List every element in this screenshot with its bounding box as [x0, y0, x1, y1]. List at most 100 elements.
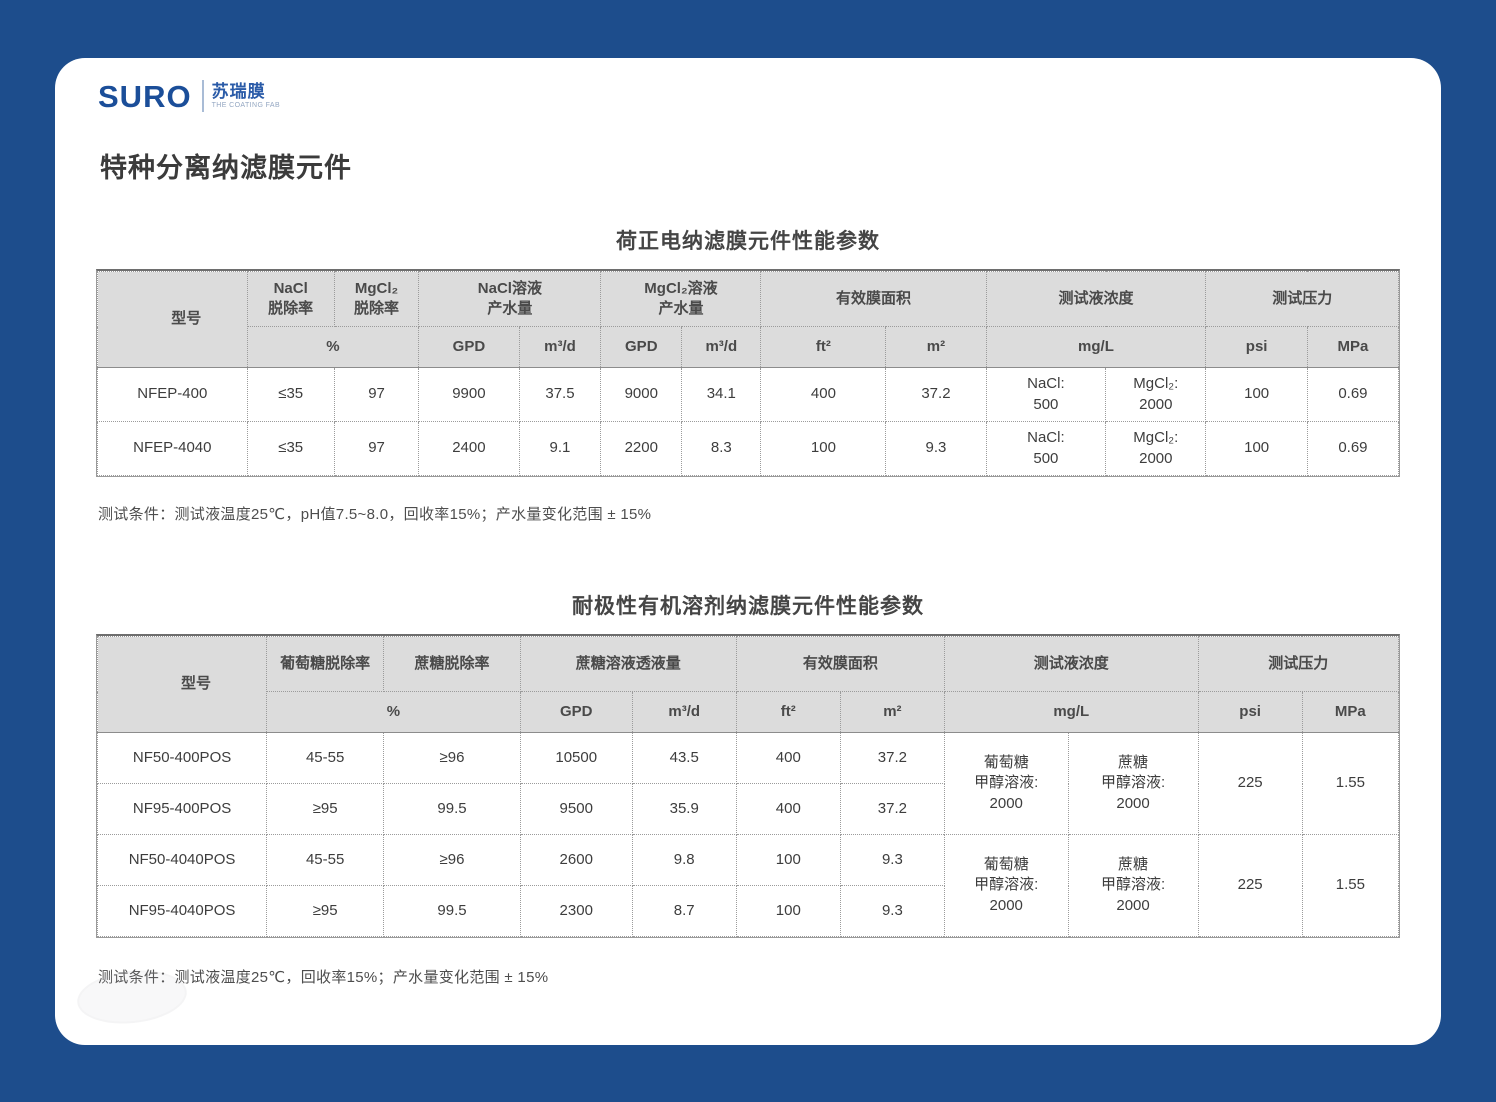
- t2-merged-sucrose-solution: 蔗糖 甲醇溶液: 2000: [1067, 834, 1199, 937]
- t2-cell: 2600: [519, 834, 633, 886]
- t2-header-sucrose-flow: 蔗糖溶液透液量: [519, 636, 737, 692]
- t2-cell: 2300: [519, 885, 633, 937]
- t1-header-test-pressure: 测试压力: [1205, 271, 1399, 327]
- t1-cell: MgCl₂: 2000: [1105, 367, 1207, 422]
- t2-header-test-pressure: 测试压力: [1197, 636, 1400, 692]
- t1-unit-psi: psi: [1205, 326, 1308, 368]
- t2-unit-psi: psi: [1197, 691, 1303, 733]
- t2-cell: 400: [735, 783, 841, 835]
- t1-header-test-concentration: 测试液浓度: [985, 271, 1207, 327]
- logo-divider: [201, 80, 204, 112]
- t1-cell: 9900: [418, 367, 520, 422]
- t1-header-mgcl2-rejection: MgCl₂ 脱除率: [333, 271, 420, 327]
- t1-cell: 97: [333, 367, 420, 422]
- table2-wrapper: 型号 葡萄糖脱除率 蔗糖脱除率 蔗糖溶液透液量 有效膜面积 测试液浓度 测试压力…: [96, 634, 1400, 938]
- t2-cell: ≥96: [383, 834, 521, 886]
- t2-merged-mpa: 1.55: [1301, 834, 1400, 937]
- t1-cell: 0.69: [1306, 421, 1400, 476]
- t2-row-nf95-4040pos: NF95-4040POS ≥95 99.5 2300 8.7 100 9.3: [96, 885, 1399, 937]
- t1-row-nfep-400: NFEP-400 ≤35 97 9900 37.5 9000 34.1 400 …: [97, 367, 1400, 422]
- t1-model-name: NFEP-4040: [97, 421, 248, 476]
- logo-tagline: THE COATING FAB: [211, 102, 281, 110]
- t2-header-sucrose-rejection: 蔗糖脱除率: [383, 636, 521, 692]
- t2-cell: 9500: [519, 783, 633, 835]
- t1-cell: 100: [1205, 421, 1308, 476]
- t2-cell: 43.5: [631, 732, 737, 784]
- t2-cell: 45-55: [266, 732, 385, 784]
- t1-unit-gpd-mgcl2: GPD: [600, 326, 683, 368]
- t1-unit-m3d-mgcl2: m³/d: [681, 326, 762, 368]
- t1-header-membrane-area: 有效膜面积: [760, 271, 987, 327]
- t1-header-nacl-flow: NaCl溶液 产水量: [418, 271, 602, 327]
- t1-cell: MgCl₂: 2000: [1105, 421, 1207, 476]
- t1-cell: 8.3: [681, 421, 762, 476]
- t2-model-name: NF95-400POS: [96, 783, 268, 835]
- t2-cell: 45-55: [266, 834, 385, 886]
- t1-cell: 9.1: [518, 421, 602, 476]
- t1-unit-mgl: mg/L: [985, 326, 1207, 368]
- t2-cell: 99.5: [383, 783, 521, 835]
- t1-cell: ≤35: [246, 367, 335, 422]
- t2-header-model: 型号: [96, 636, 268, 733]
- t1-cell: 34.1: [681, 367, 762, 422]
- table2-title: 耐极性有机溶剂纳滤膜元件性能参数: [572, 595, 924, 618]
- t1-cell: 400: [760, 367, 887, 422]
- t2-merged-glucose-solution: 葡萄糖 甲醇溶液: 2000: [943, 834, 1069, 937]
- t2-merged-psi: 225: [1197, 732, 1303, 835]
- t1-cell: 2200: [600, 421, 683, 476]
- table2-test-conditions: 测试条件：测试液温度25℃，回收率15%；产水量变化范围 ± 15%: [98, 969, 549, 986]
- t2-model-name: NF50-4040POS: [96, 834, 268, 886]
- t1-cell: 37.2: [885, 367, 987, 422]
- t1-unit-m3d-nacl: m³/d: [518, 326, 602, 368]
- table1-wrapper: 型号 NaCl 脱除率 MgCl₂ 脱除率 NaCl溶液 产水量 MgCl₂溶液…: [96, 269, 1400, 477]
- t1-cell: ≤35: [246, 421, 335, 476]
- t1-unit-m2: m²: [885, 326, 987, 368]
- t2-cell: 10500: [519, 732, 633, 784]
- t1-unit-gpd-nacl: GPD: [418, 326, 520, 368]
- t2-unit-ft2: ft²: [735, 691, 841, 733]
- t2-unit-mgl: mg/L: [943, 691, 1199, 733]
- t2-row-nf50-400pos: NF50-400POS 45-55 ≥96 10500 43.5 400 37.…: [96, 732, 1400, 835]
- logo-cn-name: 苏瑞膜: [211, 81, 266, 101]
- t2-cell: 35.9: [631, 783, 737, 835]
- t2-cell: 9.8: [631, 834, 737, 886]
- t2-unit-mpa: MPa: [1301, 691, 1400, 733]
- t2-merged-sucrose-solution: 蔗糖 甲醇溶液: 2000: [1067, 732, 1199, 835]
- t1-cell: 37.5: [518, 367, 602, 422]
- t1-cell: 2400: [418, 421, 520, 476]
- t1-header-model: 型号: [97, 271, 248, 368]
- logo-cn-block: 苏瑞膜 THE COATING FAB: [211, 81, 281, 110]
- t2-cell: 9.3: [839, 885, 945, 937]
- t2-unit-gpd: GPD: [519, 691, 633, 733]
- t2-merged-psi: 225: [1197, 834, 1303, 937]
- t2-cell: 9.3: [839, 834, 945, 886]
- table1-title: 荷正电纳滤膜元件性能参数: [616, 230, 880, 253]
- table2-solvent-resistant-nf: 型号 葡萄糖脱除率 蔗糖脱除率 蔗糖溶液透液量 有效膜面积 测试液浓度 测试压力…: [96, 636, 1400, 937]
- t1-cell: 0.69: [1306, 367, 1400, 422]
- t1-cell: NaCl: 500: [985, 421, 1107, 476]
- table1-test-conditions: 测试条件：测试液温度25℃，pH值7.5~8.0，回收率15%；产水量变化范围 …: [98, 506, 652, 523]
- t2-header-glucose-rejection: 葡萄糖脱除率: [266, 636, 385, 692]
- t2-unit-m2: m²: [839, 691, 945, 733]
- t2-cell: 8.7: [631, 885, 737, 937]
- t1-unit-mpa: MPa: [1306, 326, 1400, 368]
- t2-row-nf95-400pos: NF95-400POS ≥95 99.5 9500 35.9 400 37.2: [96, 783, 1399, 835]
- t1-row-nfep-4040: NFEP-4040 ≤35 97 2400 9.1 2200 8.3 100 9…: [97, 421, 1400, 476]
- table1-positively-charged-nf: 型号 NaCl 脱除率 MgCl₂ 脱除率 NaCl溶液 产水量 MgCl₂溶液…: [97, 271, 1400, 476]
- t1-header-mgcl2-flow: MgCl₂溶液 产水量: [600, 271, 762, 327]
- t1-cell: 9.3: [885, 421, 987, 476]
- t1-cell: 97: [333, 421, 420, 476]
- content-card: SURO 苏瑞膜 THE COATING FAB 特种分离纳滤膜元件 荷正电纳滤…: [55, 58, 1441, 1045]
- t2-unit-percent: %: [266, 691, 521, 733]
- t2-cell: 100: [735, 834, 841, 886]
- t1-unit-ft2: ft²: [760, 326, 887, 368]
- t1-cell: NaCl: 500: [985, 367, 1107, 422]
- t2-cell: 99.5: [383, 885, 521, 937]
- t2-cell: 37.2: [839, 783, 945, 835]
- brand-logo: SURO 苏瑞膜 THE COATING FAB: [98, 80, 1400, 112]
- t2-cell: 100: [735, 885, 841, 937]
- t2-header-test-concentration: 测试液浓度: [943, 636, 1199, 692]
- t1-cell: 9000: [600, 367, 683, 422]
- page-title: 特种分离纳滤膜元件: [100, 153, 352, 183]
- t1-model-name: NFEP-400: [97, 367, 248, 422]
